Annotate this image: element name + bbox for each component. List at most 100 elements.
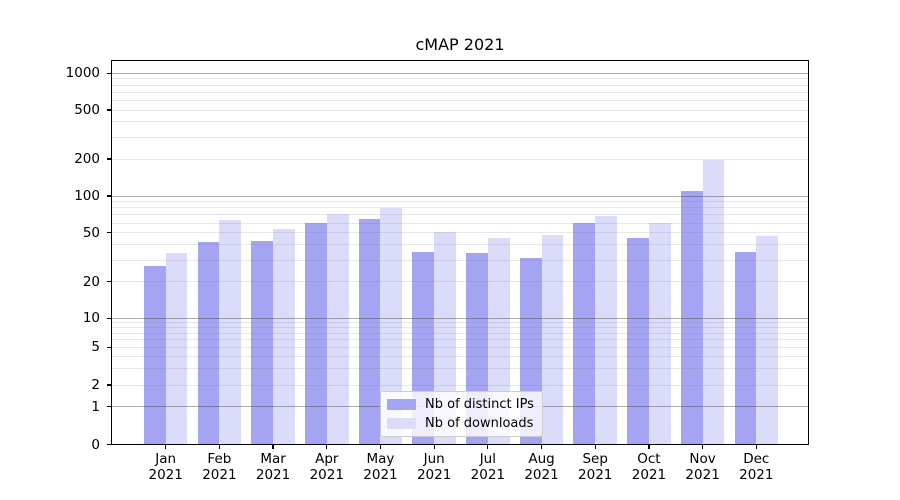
y-tick-label: 0: [91, 436, 100, 453]
y-tick-mark: [106, 72, 111, 74]
gridline-major: [111, 317, 809, 319]
legend-label-downloads: Nb of downloads: [425, 415, 534, 431]
bar-downloads-feb: [219, 219, 242, 445]
gridline-minor: [111, 91, 809, 93]
gridline-minor: [111, 355, 809, 357]
legend-entry-downloads: Nb of downloads: [387, 416, 536, 432]
y-tick-mark: [106, 443, 111, 446]
gridline-minor: [111, 222, 809, 224]
y-tick-label: 1: [91, 398, 100, 415]
y-tick-label: 200: [74, 151, 100, 167]
bar-distinct-ips-sep: [573, 223, 596, 445]
y-tick-mark: [106, 158, 111, 160]
bar-distinct-ips-may: [358, 218, 381, 445]
gridline-minor: [111, 99, 809, 101]
x-tick-mark: [487, 444, 489, 449]
x-tick-mark: [755, 444, 757, 449]
bar-distinct-ips-nov: [680, 190, 703, 445]
gridline-minor: [111, 136, 809, 138]
gridline-minor: [111, 259, 809, 261]
y-tick-mark: [106, 406, 111, 408]
gridline-minor: [111, 201, 809, 203]
y-tick-label: 50: [82, 224, 100, 241]
legend: Nb of distinct IPs Nb of downloads: [380, 391, 543, 437]
y-tick-mark: [106, 232, 111, 234]
y-tick-label: 500: [74, 102, 100, 118]
x-tick-label: May 2021: [363, 451, 398, 483]
x-tick-label: Feb 2021: [202, 451, 237, 483]
x-tick-mark: [272, 444, 274, 449]
bar-distinct-ips-feb: [197, 242, 220, 445]
bar-downloads-may: [380, 207, 403, 445]
x-tick-label: Jun 2021: [416, 451, 452, 483]
bar-downloads-sep: [595, 215, 618, 445]
y-tick-label: 20: [82, 273, 100, 290]
bar-distinct-ips-jan: [143, 265, 166, 445]
gridline-minor: [111, 78, 809, 80]
gridline-minor: [111, 158, 809, 160]
x-tick-label: Dec 2021: [739, 451, 774, 483]
y-tick-label: 100: [74, 188, 100, 204]
legend-swatch-distinct-ips: [387, 399, 416, 410]
gridline-minor: [111, 232, 809, 234]
x-tick-mark: [540, 444, 543, 449]
x-tick-mark: [648, 444, 650, 449]
y-tick-label: 5: [91, 339, 100, 356]
x-tick-mark: [326, 444, 328, 449]
x-tick-mark: [594, 444, 596, 449]
bar-distinct-ips-dec: [734, 251, 757, 445]
bar-downloads-apr: [326, 214, 349, 445]
bar-downloads-aug: [541, 234, 564, 445]
x-tick-mark: [702, 444, 704, 449]
x-tick-mark: [379, 444, 382, 449]
gridline-minor: [111, 346, 809, 348]
bar-distinct-ips-mar: [251, 240, 274, 445]
y-tick-mark: [106, 281, 111, 283]
y-tick-mark: [106, 195, 111, 197]
bar-distinct-ips-apr: [304, 223, 327, 445]
x-tick-label: Jan 2021: [148, 451, 183, 483]
bar-distinct-ips-oct: [627, 238, 649, 445]
bar-downloads-jan: [165, 253, 188, 445]
bar-downloads-oct: [648, 223, 671, 445]
bar-downloads-nov: [702, 160, 725, 445]
x-tick-label: Jul 2021: [470, 451, 506, 483]
gridline-major: [111, 72, 809, 74]
y-tick-mark: [106, 317, 111, 319]
x-tick-mark: [165, 444, 167, 449]
y-tick-label: 1000: [65, 65, 100, 82]
gridline-minor: [111, 322, 809, 324]
chart-title: cMAP 2021: [415, 35, 505, 54]
x-tick-label: Sep 2021: [578, 451, 613, 483]
y-tick-label: 10: [82, 310, 100, 327]
gridline-minor: [111, 332, 809, 334]
gridline-minor: [111, 327, 809, 329]
gridline-minor: [111, 121, 809, 123]
x-tick-mark: [433, 444, 435, 449]
gridline-minor: [111, 84, 809, 86]
y-tick-mark: [106, 109, 111, 111]
x-tick-mark: [218, 444, 220, 449]
gridline-minor: [111, 207, 809, 209]
gridline-minor: [111, 384, 809, 386]
gridline-minor: [111, 281, 809, 283]
legend-entry-distinct-ips: Nb of distinct IPs: [387, 397, 536, 413]
gridline-minor: [111, 367, 809, 369]
y-tick-label: 2: [91, 377, 100, 393]
x-tick-label: Oct 2021: [631, 451, 667, 483]
x-tick-label: Nov 2021: [685, 451, 720, 483]
x-tick-label: Apr 2021: [309, 451, 344, 483]
gridline-minor: [111, 214, 809, 216]
gridline-minor: [111, 339, 809, 341]
x-tick-label: Aug 2021: [524, 451, 559, 483]
bar-downloads-mar: [273, 228, 295, 445]
y-tick-mark: [106, 384, 111, 386]
plot-area: [111, 60, 809, 445]
gridline-minor: [111, 244, 809, 246]
legend-swatch-downloads: [387, 418, 416, 429]
legend-label-distinct-ips: Nb of distinct IPs: [425, 396, 534, 412]
x-tick-label: Mar 2021: [255, 451, 291, 483]
bar-downloads-dec: [756, 236, 779, 445]
y-tick-mark: [106, 346, 111, 348]
